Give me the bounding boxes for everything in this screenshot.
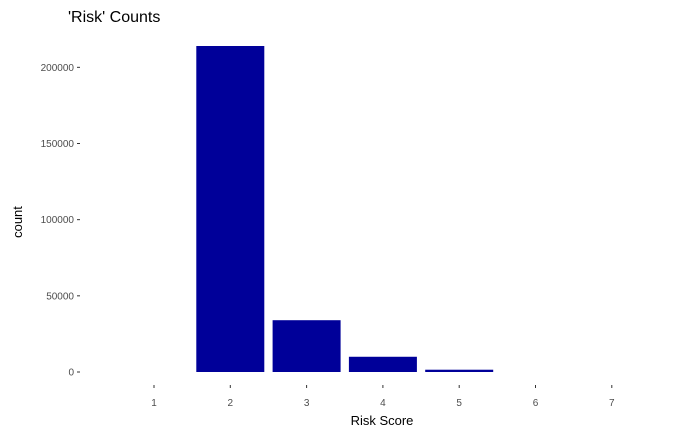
bar-risk-5	[425, 369, 494, 372]
chart-title: 'Risk' Counts	[68, 9, 160, 26]
y-tick-label: 50000	[46, 291, 74, 302]
x-tick-label: 7	[609, 398, 615, 409]
x-axis-title: Risk Score	[351, 413, 414, 428]
x-tick-label: 3	[304, 398, 310, 409]
y-tick-label: 150000	[41, 139, 75, 150]
bar-risk-2	[196, 46, 265, 372]
x-tick-label: 4	[380, 398, 386, 409]
bar-risk-4	[348, 356, 417, 372]
bars	[196, 46, 494, 372]
y-axis: 0 50000 100000 150000 200000	[41, 63, 80, 379]
y-tick-label: 0	[68, 368, 74, 379]
x-tick-label: 1	[151, 398, 157, 409]
x-tick-label: 5	[456, 398, 462, 409]
bar-risk-3	[272, 320, 341, 372]
y-tick-label: 100000	[41, 215, 75, 226]
y-axis-title: count	[10, 206, 25, 238]
x-tick-label: 6	[533, 398, 539, 409]
y-tick-label: 200000	[41, 63, 75, 74]
x-axis: 1 2 3 4 5 6 7	[151, 385, 615, 409]
x-tick-label: 2	[228, 398, 234, 409]
